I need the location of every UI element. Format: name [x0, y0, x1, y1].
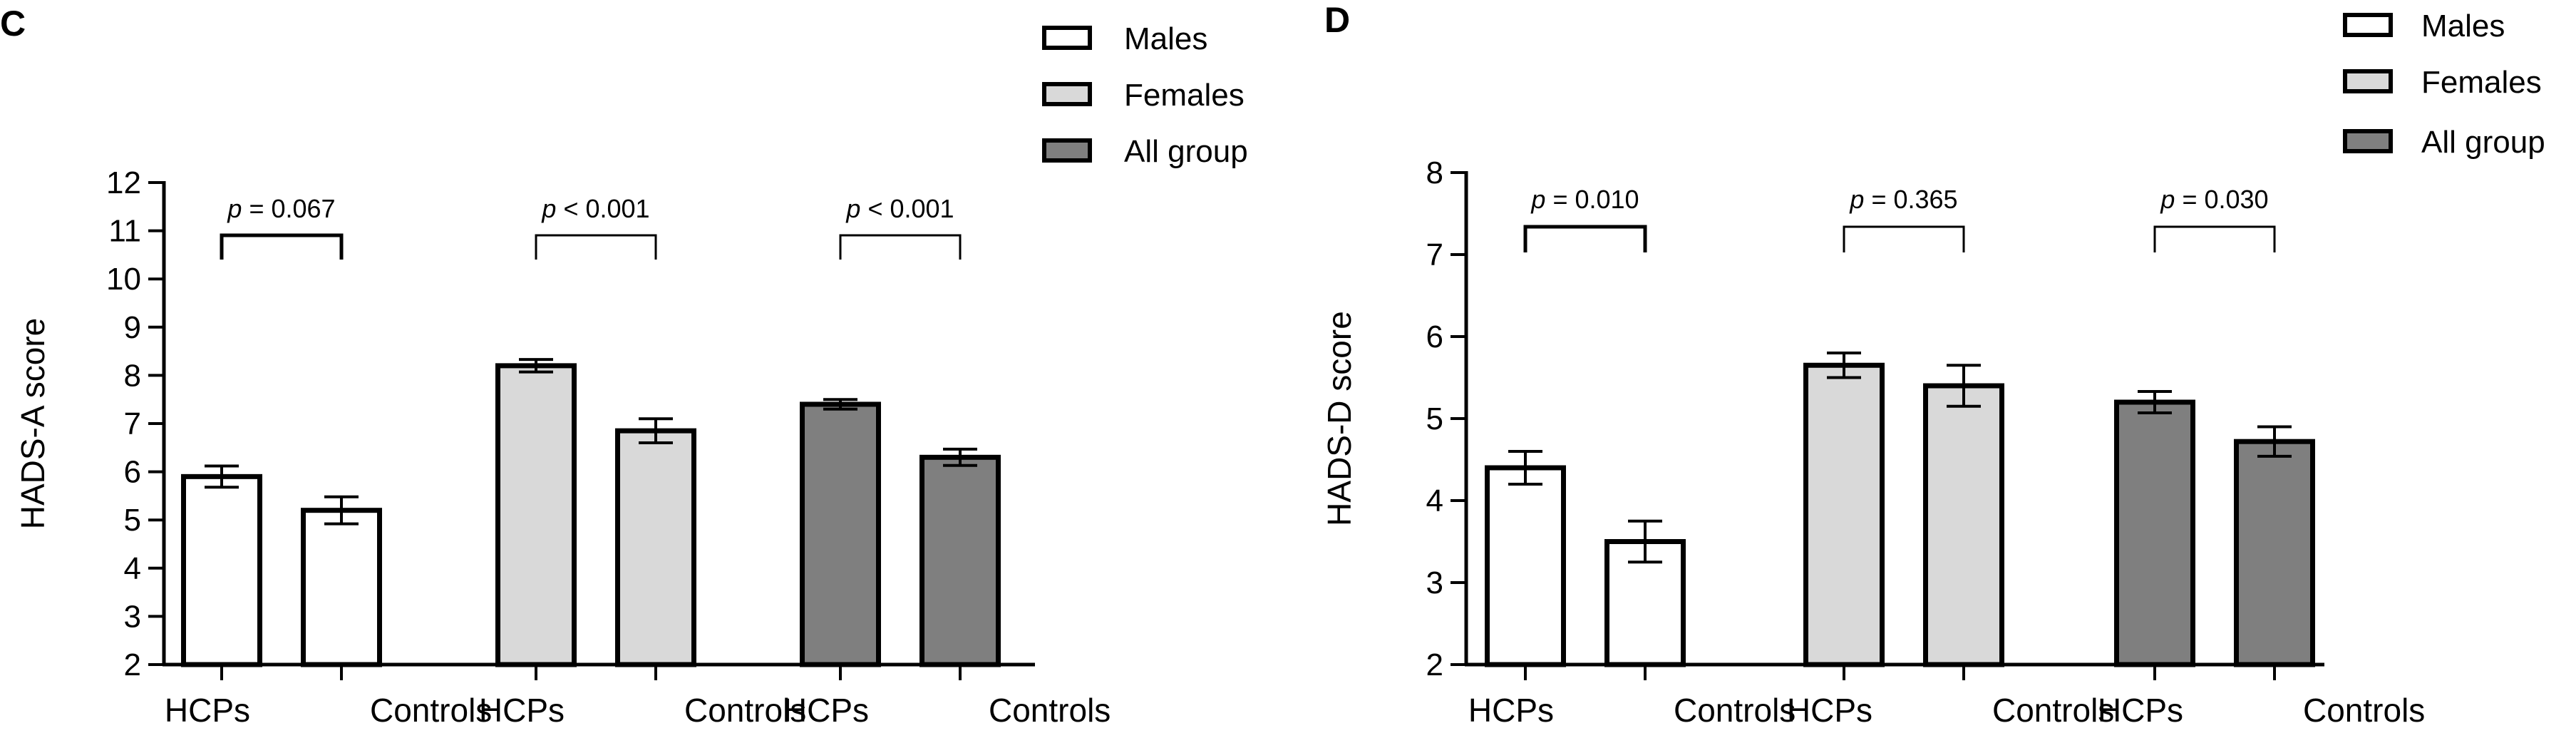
bar-males-hcps: [181, 473, 262, 667]
y-tick-label: 5: [124, 503, 141, 538]
x-category-label: HCPs: [1468, 692, 1554, 729]
x-category-label: HCPs: [479, 692, 565, 729]
legend-swatch-all-group: [1042, 138, 1092, 163]
y-tick-label: 8: [1426, 155, 1443, 190]
panel-label: D: [1324, 0, 1350, 40]
x-category-label: Controls: [370, 692, 492, 729]
y-tick-label: 9: [124, 310, 141, 345]
significance-bracket: [839, 234, 962, 260]
y-axis-title: HADS-D score: [1321, 311, 1358, 526]
legend-swatch-males: [1042, 26, 1092, 50]
bar-males-controls: [301, 508, 382, 667]
y-tick-label: 7: [1426, 237, 1443, 272]
legend-swatch-females: [1042, 82, 1092, 106]
y-tick-label: 3: [124, 599, 141, 634]
x-category-label: Controls: [989, 692, 1111, 729]
y-tick-label: 6: [1426, 319, 1443, 354]
legend-swatch-all-group: [2343, 129, 2393, 153]
y-tick-label: 8: [124, 358, 141, 393]
legend: Males Females All group: [1042, 21, 1248, 169]
y-tick-label: 5: [1426, 401, 1443, 436]
p-value-label: p < 0.001: [845, 194, 954, 223]
bar-all-group-hcps: [2114, 399, 2195, 667]
y-tick-label: 3: [1426, 565, 1443, 600]
p-value-label: p = 0.010: [1530, 185, 1639, 214]
legend: Males Females All group: [2343, 9, 2545, 160]
y-tick-label: 4: [1426, 483, 1443, 518]
significance-bracket: [220, 233, 344, 260]
legend-label: All group: [1124, 134, 1248, 169]
significance-bracket: [535, 234, 657, 260]
x-category-label: Controls: [2303, 692, 2425, 729]
y-tick-label: 12: [106, 165, 141, 200]
bar-females-controls: [615, 428, 696, 667]
legend-label: Males: [2421, 9, 2505, 43]
bar-all-group-hcps: [800, 401, 881, 667]
y-tick-label: 2: [124, 647, 141, 682]
legend-label: All group: [2421, 125, 2545, 160]
x-category-label: HCPs: [165, 692, 250, 729]
y-tick-label: 10: [106, 262, 141, 297]
p-value-label: p < 0.001: [541, 194, 649, 223]
p-value-label: p = 0.067: [227, 194, 335, 223]
panel-label: C: [0, 4, 26, 43]
y-tick-label: 6: [124, 455, 141, 490]
legend-swatch-females: [2343, 69, 2393, 93]
x-category-label: Controls: [1674, 692, 1796, 729]
significance-bracket: [1843, 225, 1965, 252]
p-value-label: p = 0.365: [1849, 185, 1957, 214]
significance-bracket: [2153, 225, 2276, 252]
bar-females-hcps: [495, 363, 577, 667]
x-category-label: Controls: [1992, 692, 2114, 729]
legend-swatch-males: [2343, 13, 2393, 37]
p-value-label: p = 0.030: [2160, 185, 2268, 214]
x-category-label: Controls: [684, 692, 806, 729]
bar-all-group-controls: [2234, 439, 2315, 667]
legend-label: Females: [2421, 65, 2542, 100]
y-tick-label: 7: [124, 406, 141, 441]
bar-all-group-controls: [919, 454, 1001, 667]
significance-bracket: [1523, 225, 1647, 252]
x-category-label: HCPs: [783, 692, 869, 729]
legend-label: Males: [1124, 21, 1207, 56]
legend-label: Females: [1124, 78, 1245, 113]
bar-females-hcps: [1803, 362, 1885, 667]
bar-females-controls: [1923, 383, 2004, 667]
y-tick-label: 2: [1426, 647, 1443, 682]
y-tick-label: 11: [108, 214, 141, 249]
y-tick-label: 4: [124, 551, 141, 586]
y-axis-title: HADS-A score: [14, 318, 51, 530]
bar-males-hcps: [1485, 465, 1566, 667]
x-category-label: HCPs: [2098, 692, 2183, 729]
x-category-label: HCPs: [1787, 692, 1872, 729]
